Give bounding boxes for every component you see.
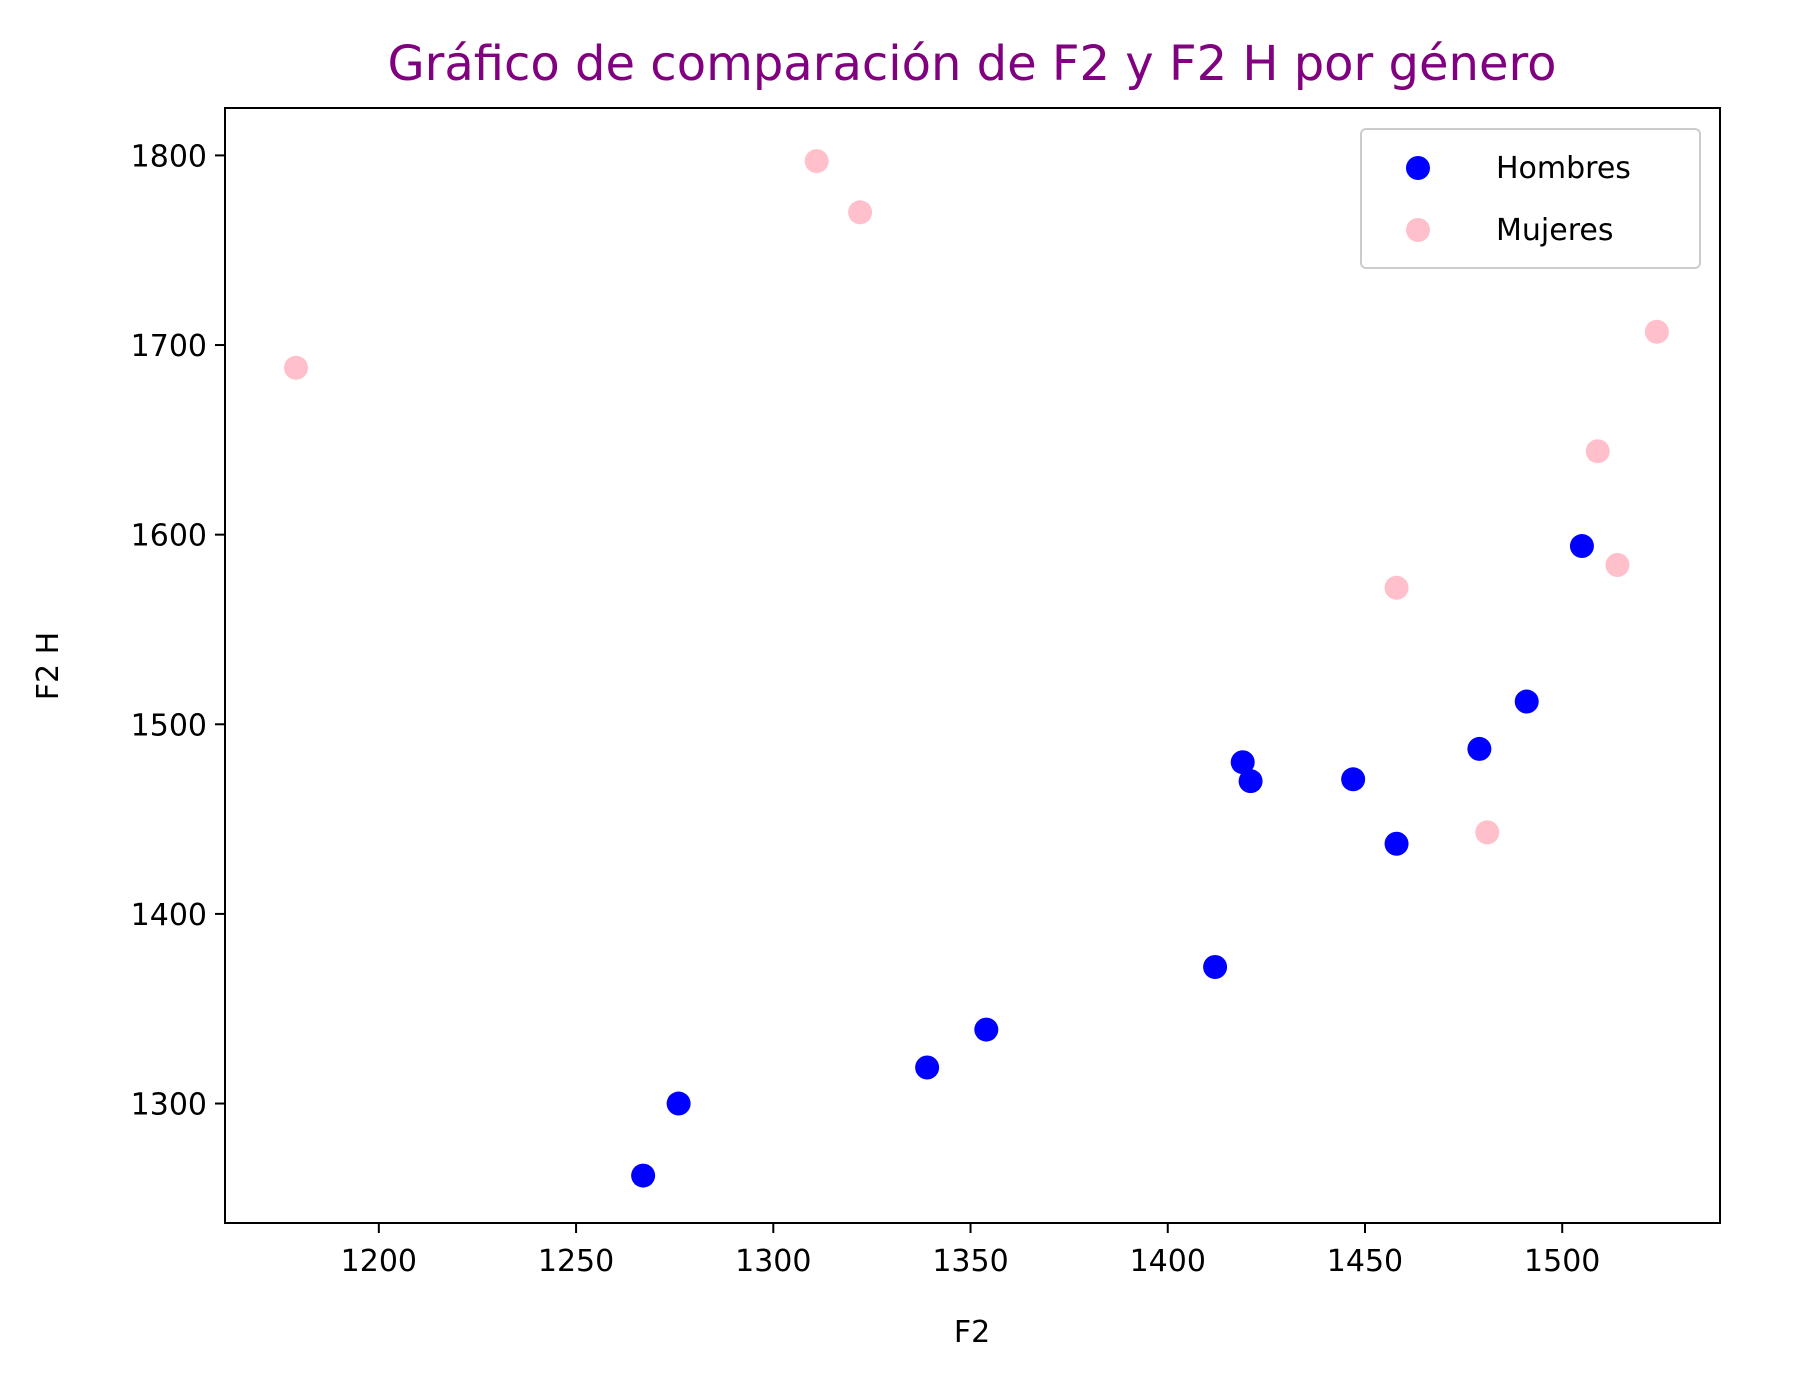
y-tick-label: 1700 <box>131 329 207 364</box>
data-point-hombres <box>666 1091 691 1116</box>
legend-marker-hombres <box>1406 156 1430 180</box>
data-point-hombres <box>1467 736 1492 761</box>
data-point-hombres <box>1341 767 1366 792</box>
data-point-mujeres <box>1475 820 1500 845</box>
data-point-hombres <box>1238 769 1263 794</box>
data-point-hombres <box>915 1055 940 1080</box>
x-tick-label: 1500 <box>1524 1244 1600 1279</box>
x-tick-label: 1300 <box>735 1244 811 1279</box>
y-tick-label: 1800 <box>131 139 207 174</box>
x-axis-label: F2 <box>954 1315 990 1350</box>
legend-label-hombres: Hombres <box>1496 151 1631 186</box>
data-point-hombres <box>1230 750 1255 775</box>
y-axis-label: F2 H <box>31 632 66 700</box>
x-tick-label: 1200 <box>341 1244 417 1279</box>
legend-label-mujeres: Mujeres <box>1496 213 1613 248</box>
data-point-mujeres <box>1644 319 1669 344</box>
plot-frame <box>224 107 1721 1224</box>
data-point-mujeres <box>1384 575 1409 600</box>
y-tick-label: 1300 <box>131 1088 207 1123</box>
data-point-hombres <box>1514 689 1539 714</box>
data-point-hombres <box>1569 534 1594 559</box>
data-point-mujeres <box>1605 552 1630 577</box>
data-point-hombres <box>974 1017 999 1042</box>
y-tick-label: 1500 <box>131 708 207 743</box>
y-tick-label: 1400 <box>131 898 207 933</box>
chart-title: Gráfico de comparación de F2 y F2 H por … <box>387 36 1556 92</box>
x-tick-label: 1450 <box>1327 1244 1403 1279</box>
data-point-hombres <box>1203 955 1228 980</box>
y-axis: 1300 1400 1500 1600 1700 1800 <box>131 139 225 1123</box>
x-axis: 1200 1250 1300 1350 1400 1450 1500 <box>341 1223 1600 1279</box>
points-layer <box>284 149 1669 1188</box>
data-point-hombres <box>1384 831 1409 856</box>
data-point-mujeres <box>284 355 309 380</box>
data-point-mujeres <box>1585 439 1610 464</box>
x-tick-label: 1350 <box>932 1244 1008 1279</box>
data-point-hombres <box>631 1163 656 1188</box>
data-point-mujeres <box>848 200 873 225</box>
x-tick-label: 1250 <box>538 1244 614 1279</box>
data-point-mujeres <box>804 149 829 174</box>
y-tick-label: 1600 <box>131 519 207 554</box>
legend-box <box>1360 128 1701 269</box>
legend: Hombres Mujeres <box>1360 128 1701 269</box>
x-tick-label: 1400 <box>1130 1244 1206 1279</box>
legend-marker-mujeres <box>1406 218 1430 242</box>
